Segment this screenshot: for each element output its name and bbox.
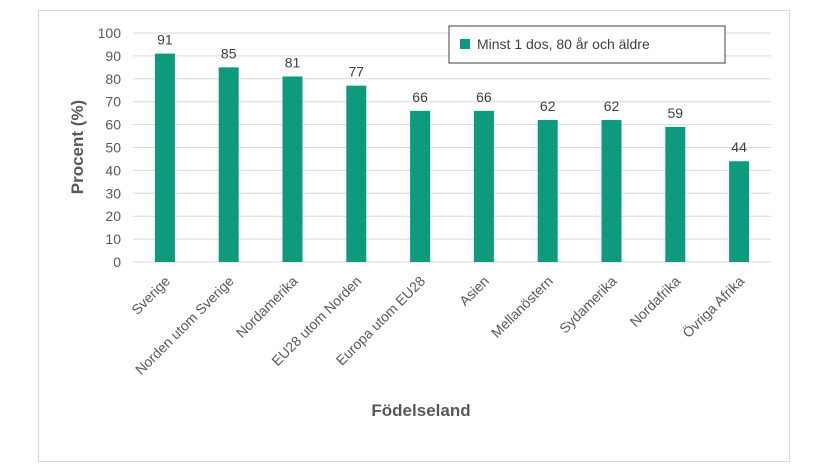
- bar: [665, 126, 686, 262]
- data-label: 62: [604, 98, 620, 114]
- data-label: 66: [412, 89, 428, 105]
- data-label: 77: [349, 64, 365, 80]
- data-label: 81: [285, 55, 301, 71]
- y-tick-label: 90: [105, 48, 121, 64]
- data-labels: 91 85 81 77 66 66 62 62 59 44: [157, 32, 747, 156]
- x-tick-label: Sydamerika: [556, 273, 620, 337]
- y-tick-label: 80: [105, 71, 121, 87]
- x-tick-label: Sverige: [128, 273, 173, 318]
- x-tick-label: Nordafrika: [626, 273, 683, 330]
- legend-swatch: [460, 39, 470, 49]
- y-tick-label: 70: [105, 94, 121, 110]
- bar: [154, 53, 175, 262]
- legend-box: [448, 25, 726, 64]
- bar: [473, 110, 494, 262]
- bars: [154, 53, 750, 263]
- x-axis-title: Födelseland: [371, 401, 470, 420]
- y-tick-label: 0: [113, 254, 121, 270]
- data-label: 85: [221, 45, 237, 61]
- legend-label: Minst 1 dos, 80 år och äldre: [477, 36, 650, 52]
- bar: [282, 76, 303, 262]
- y-tick-label: 30: [105, 185, 121, 201]
- x-tick-label: Mellanöstern: [488, 273, 556, 341]
- y-tick-label: 20: [105, 208, 121, 224]
- bar: [601, 120, 622, 263]
- x-tick-label: Övriga Afrika: [679, 272, 748, 341]
- y-axis-title: Procent (%): [68, 100, 87, 194]
- bar: [218, 67, 239, 262]
- y-tick-label: 50: [105, 140, 121, 156]
- bar: [410, 110, 431, 262]
- y-tick-label: 40: [105, 162, 121, 178]
- bar: [729, 161, 750, 262]
- y-tick-label: 100: [98, 25, 122, 41]
- x-tick-label: Nordamerika: [233, 273, 301, 341]
- data-label: 59: [668, 105, 684, 121]
- legend: Minst 1 dos, 80 år och äldre: [448, 25, 726, 64]
- bar: [537, 120, 558, 263]
- bar: [346, 85, 367, 262]
- data-label: 44: [731, 139, 747, 155]
- x-tick-label: Asien: [456, 273, 492, 309]
- data-label: 66: [476, 89, 492, 105]
- y-tick-label: 10: [105, 231, 121, 247]
- y-tick-label: 60: [105, 117, 121, 133]
- data-label: 91: [157, 32, 173, 48]
- y-axis-ticks: 0 10 20 30 40 50 60 70 80 90 100: [98, 25, 122, 270]
- data-label: 62: [540, 98, 556, 114]
